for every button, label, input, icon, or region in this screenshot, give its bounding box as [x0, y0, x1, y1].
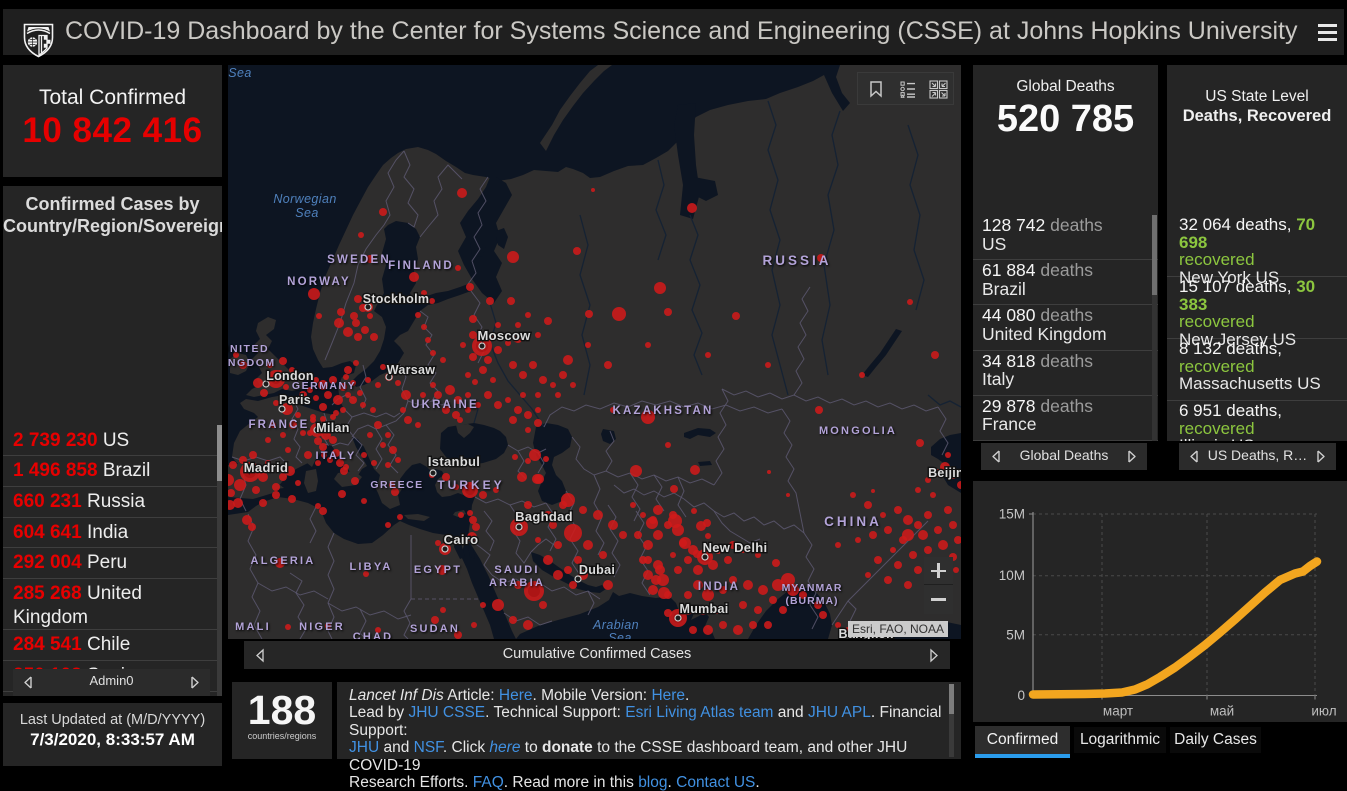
- svg-text:Madrid: Madrid: [244, 460, 288, 475]
- svg-text:июл: июл: [1311, 704, 1336, 719]
- svg-text:15M: 15M: [999, 507, 1025, 522]
- svg-text:SUDAN: SUDAN: [410, 623, 460, 635]
- svg-text:Cairo: Cairo: [444, 532, 479, 547]
- svg-text:Istanbul: Istanbul: [428, 454, 480, 469]
- svg-text:LIBYA: LIBYA: [350, 561, 393, 573]
- svg-text:MYANMAR: MYANMAR: [782, 582, 843, 594]
- svg-text:(BURMA): (BURMA): [785, 595, 838, 607]
- svg-text:ARABIA: ARABIA: [489, 577, 545, 589]
- svg-text:UKRAINE: UKRAINE: [411, 399, 479, 411]
- svg-text:10M: 10M: [999, 568, 1025, 583]
- svg-text:KINGDOM: KINGDOM: [228, 357, 276, 369]
- svg-text:SWEDEN: SWEDEN: [327, 254, 391, 266]
- svg-text:London: London: [266, 369, 314, 383]
- svg-text:EGYPT: EGYPT: [414, 564, 462, 576]
- svg-text:Paris: Paris: [279, 393, 311, 407]
- svg-text:FRANCE: FRANCE: [248, 419, 309, 431]
- svg-text:0: 0: [1017, 688, 1025, 703]
- svg-text:UNITED: UNITED: [228, 343, 269, 355]
- svg-text:Moscow: Moscow: [477, 328, 531, 343]
- svg-text:INDIA: INDIA: [698, 581, 740, 593]
- svg-text:Sea: Sea: [228, 66, 251, 80]
- svg-text:Dubai: Dubai: [579, 563, 615, 577]
- svg-text:GREECE: GREECE: [370, 479, 423, 491]
- svg-text:ITALY: ITALY: [316, 450, 357, 462]
- svg-text:Mumbai: Mumbai: [679, 602, 728, 616]
- svg-text:GERMANY: GERMANY: [292, 380, 356, 392]
- svg-text:FINLAND: FINLAND: [388, 260, 454, 272]
- svg-text:New Delhi: New Delhi: [703, 540, 768, 555]
- svg-text:Stockholm: Stockholm: [363, 292, 430, 306]
- svg-text:май: май: [1210, 704, 1234, 719]
- svg-text:Warsaw: Warsaw: [387, 363, 436, 377]
- svg-text:MALI: MALI: [235, 621, 271, 633]
- svg-text:Sea: Sea: [608, 631, 631, 639]
- svg-text:NIGER: NIGER: [299, 621, 345, 633]
- svg-text:март: март: [1103, 704, 1133, 719]
- svg-text:RUSSIA: RUSSIA: [762, 253, 831, 268]
- svg-text:CHAD: CHAD: [353, 631, 394, 639]
- svg-text:Norwegian: Norwegian: [273, 192, 336, 206]
- svg-text:CHINA: CHINA: [824, 514, 882, 529]
- svg-text:NORWAY: NORWAY: [287, 276, 351, 288]
- svg-text:SAUDI: SAUDI: [494, 564, 539, 576]
- svg-text:Arabian: Arabian: [592, 618, 639, 632]
- svg-text:MONGOLIA: MONGOLIA: [819, 425, 897, 437]
- svg-text:Milan: Milan: [316, 421, 349, 435]
- svg-text:5M: 5M: [1006, 627, 1025, 642]
- svg-text:Beijing: Beijing: [928, 466, 961, 480]
- svg-text:TURKEY: TURKEY: [437, 478, 504, 492]
- svg-text:ALGERIA: ALGERIA: [251, 555, 316, 567]
- svg-text:Sea: Sea: [295, 206, 318, 220]
- svg-text:Baghdad: Baghdad: [515, 509, 573, 524]
- svg-text:KAZAKHSTAN: KAZAKHSTAN: [612, 405, 713, 417]
